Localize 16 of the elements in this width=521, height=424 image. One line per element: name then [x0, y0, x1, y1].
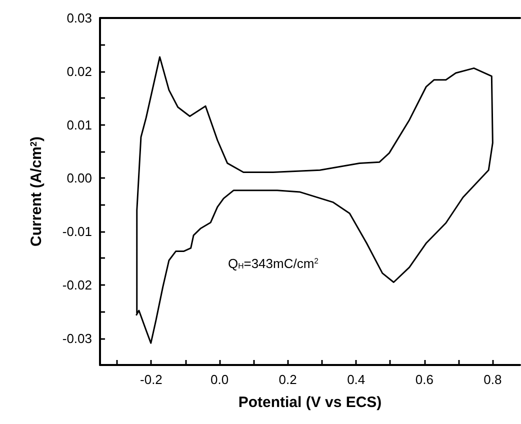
y-axis-title: Current (A/cm2): [28, 136, 45, 247]
y-tick-label: -0.01: [62, 224, 92, 240]
line-series: [135, 56, 494, 344]
y-tick-label: 0.03: [66, 10, 92, 26]
x-tick-label: -0.2: [140, 372, 162, 387]
x-tick-label: 0.6: [415, 372, 434, 387]
y-tick-label: -0.03: [62, 330, 92, 346]
x-tick-label: 0.8: [484, 372, 502, 387]
y-tick-label: -0.02: [62, 277, 92, 292]
x-tick-label: 0.4: [347, 372, 366, 387]
x-axis-title: Potential (V vs ECS): [238, 394, 382, 411]
x-tick-label: 0.2: [278, 372, 297, 387]
y-tick-label: 0.02: [66, 64, 92, 79]
y-tick-label: 0.00: [66, 170, 92, 186]
y-tick-label: 0.01: [66, 117, 92, 132]
x-tick-label: 0.0: [210, 372, 229, 387]
